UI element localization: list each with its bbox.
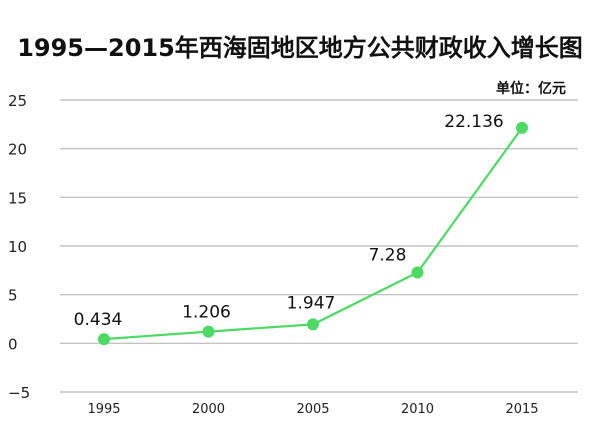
y-tick-label: 25 <box>8 92 27 110</box>
data-label-2010: 7.28 <box>369 245 407 265</box>
x-axis-ticks: 1995 2000 2005 2010 2015 <box>87 402 538 417</box>
y-tick-label: 5 <box>8 287 18 305</box>
unit-label: 单位：亿元 <box>496 81 566 97</box>
data-label-2015: 22.136 <box>444 112 503 132</box>
data-label-2005: 1.947 <box>287 293 336 313</box>
data-point-2000 <box>202 325 215 338</box>
y-tick-label: −5 <box>8 384 30 402</box>
x-tick-label: 2015 <box>505 402 538 417</box>
y-tick-label: 15 <box>8 189 27 207</box>
chart-title: 1995—2015年西海固地区地方公共财政收入增长图 <box>17 34 583 62</box>
y-tick-label: 0 <box>8 335 18 353</box>
x-tick-label: 2000 <box>192 402 225 417</box>
x-tick-label: 2005 <box>296 402 329 417</box>
x-tick-label: 1995 <box>87 402 120 417</box>
y-axis-ticks: 25 20 15 10 5 0 −5 <box>8 92 30 402</box>
data-point-2010 <box>411 266 424 279</box>
x-tick-label: 2010 <box>401 402 434 417</box>
data-label-1995: 0.434 <box>74 310 123 330</box>
data-labels: 0.434 1.206 1.947 7.28 22.136 <box>74 112 504 330</box>
data-point-1995 <box>98 333 110 346</box>
y-tick-label: 20 <box>8 141 27 159</box>
grid-lines <box>60 99 578 393</box>
data-points <box>98 121 528 346</box>
data-label-2000: 1.206 <box>182 303 231 323</box>
data-point-2005 <box>307 318 319 331</box>
y-tick-label: 10 <box>8 238 27 256</box>
data-point-2015 <box>516 121 528 134</box>
